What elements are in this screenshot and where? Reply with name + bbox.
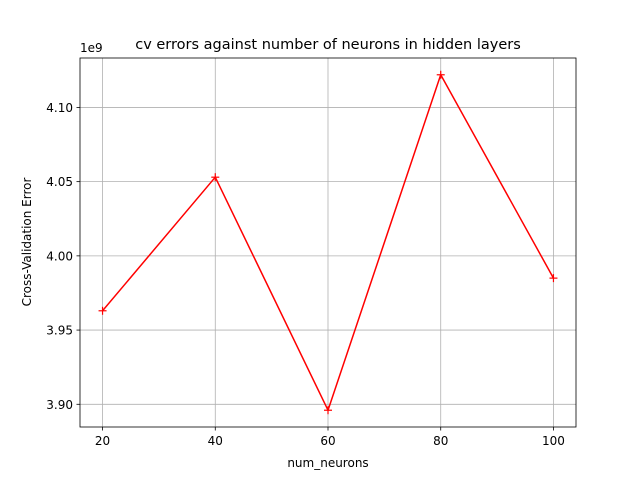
x-tick-label: 40 <box>208 434 223 448</box>
data-point-marker <box>436 70 445 79</box>
data-point-marker <box>211 173 220 182</box>
y-axis: 3.90 3.95 4.00 4.05 4.10 <box>46 101 80 412</box>
data-point-marker <box>324 406 332 415</box>
y-tick-label: 3.95 <box>46 324 73 338</box>
x-axis: 20 40 60 80 100 <box>95 427 565 448</box>
chart-title: cv errors against number of neurons in h… <box>135 37 521 53</box>
data-point-marker <box>549 274 558 283</box>
y-tick-label: 3.90 <box>46 398 73 412</box>
x-tick-label: 60 <box>320 434 335 448</box>
data-point-marker <box>98 306 107 315</box>
grid <box>80 58 576 427</box>
x-tick-label: 80 <box>433 434 448 448</box>
series-layer <box>98 70 558 415</box>
y-tick-label: 4.00 <box>46 249 73 263</box>
y-tick-label: 4.10 <box>46 101 73 115</box>
x-tick-label: 20 <box>95 434 110 448</box>
x-tick-label: 100 <box>542 434 565 448</box>
y-axis-label: Cross-Validation Error <box>20 178 34 307</box>
y-offset-label: 1e9 <box>80 41 103 55</box>
y-tick-label: 4.05 <box>46 175 73 189</box>
x-axis-label: num_neurons <box>287 456 368 470</box>
